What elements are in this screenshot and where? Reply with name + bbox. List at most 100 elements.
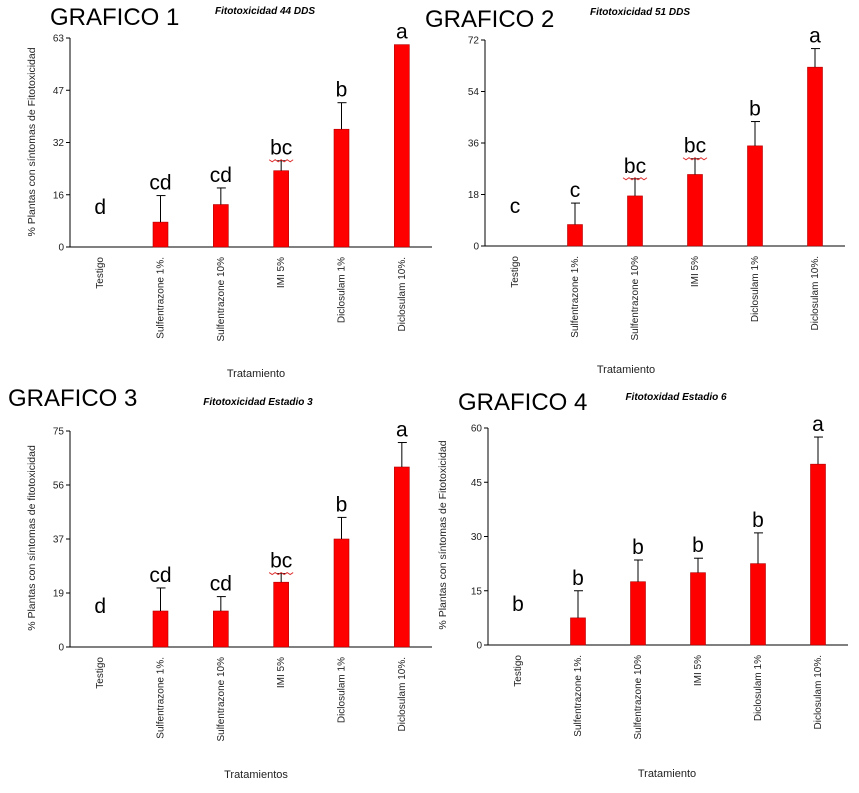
y-tick-label: 60 xyxy=(471,424,483,435)
bar xyxy=(690,572,706,646)
significance-letter: c xyxy=(510,195,521,218)
bar xyxy=(394,466,410,648)
bar xyxy=(333,128,350,248)
category-label: Sulfentrazone 1%. xyxy=(156,657,167,739)
bar xyxy=(687,174,703,247)
chart-title: Fitotoxidad Estadio 6 xyxy=(625,392,727,403)
category-label: Testigo xyxy=(513,655,524,687)
y-axis-label: % Plantas con síntomas de fitotoxicidad xyxy=(26,445,38,631)
category-label: Diclosulam 1% xyxy=(337,657,348,723)
panel-label: GRAFICO 2 xyxy=(425,6,554,33)
significance-letter: d xyxy=(94,595,106,618)
category-label: Diclosulam 10%. xyxy=(397,257,408,331)
bar xyxy=(747,145,763,247)
bar xyxy=(213,204,229,248)
y-tick-label: 16 xyxy=(53,190,65,201)
category-label: Testigo xyxy=(95,257,106,289)
category-label: Sulfentrazone 1%. xyxy=(156,257,167,339)
y-tick-label: 75 xyxy=(53,427,65,438)
y-tick-label: 72 xyxy=(468,36,480,47)
category-label: Diclosulam 1% xyxy=(337,257,348,323)
x-axis-label: Tratamientos xyxy=(224,769,288,781)
panel-label: GRAFICO 3 xyxy=(8,385,137,412)
y-tick-label: 19 xyxy=(53,589,65,600)
significance-letter: a xyxy=(809,25,821,48)
category-label: Diclosulam 1% xyxy=(750,256,761,322)
panel-label: GRAFICO 1 xyxy=(50,4,179,31)
y-tick-label: 63 xyxy=(53,34,65,45)
bar xyxy=(333,538,350,648)
significance-letter: a xyxy=(812,413,824,436)
bar xyxy=(394,44,410,248)
y-axis-label: % Plantas con síntomas de Fitotoxicidad xyxy=(26,47,38,236)
chart-title: Fitotoxicidad Estadio 3 xyxy=(203,397,313,408)
significance-letter: bc xyxy=(270,550,292,573)
y-tick-label: 18 xyxy=(468,190,480,201)
bar xyxy=(627,195,643,247)
category-label: Sulfentrazone 10% xyxy=(216,657,227,742)
chart-panel-2: GRAFICO 2 Fitotoxicidad 51 DDS 0 18 36 54 72 Tr… xyxy=(425,6,845,376)
significance-letter: b xyxy=(336,493,348,516)
significance-letter: d xyxy=(94,196,106,219)
category-label: Diclosulam 10%. xyxy=(813,655,824,729)
significance-letter: b xyxy=(752,509,764,532)
spellcheck-underline xyxy=(268,159,294,163)
y-tick-label: 56 xyxy=(53,481,65,492)
bar xyxy=(750,563,766,646)
bar xyxy=(567,224,583,247)
panel-label: GRAFICO 4 xyxy=(458,389,587,416)
chart-panel-3: GRAFICO 3 Fitotoxicidad Estadio 3 0 19 37 56 7… xyxy=(8,385,432,781)
significance-letter: cd xyxy=(149,172,171,195)
category-label: Sulfentrazone 10% xyxy=(630,256,641,341)
significance-letter: cd xyxy=(210,573,232,596)
y-tick-label: 45 xyxy=(471,478,483,489)
category-label: IMI 5% xyxy=(693,655,704,686)
y-axis-label: % Plantas con síntomas de Fitotoxicidad xyxy=(437,440,449,629)
significance-letter: c xyxy=(570,179,581,202)
bar xyxy=(213,610,229,648)
category-label: IMI 5% xyxy=(276,257,287,288)
category-label: Sulfentrazone 1%. xyxy=(570,256,581,338)
significance-letter: bc xyxy=(684,135,706,158)
category-label: Testigo xyxy=(95,657,106,689)
significance-letter: b xyxy=(336,79,348,102)
x-axis-label: Tratamiento xyxy=(227,368,285,380)
chart-panel-4: GRAFICO 4 Fitotoxidad Estadio 6 0 15 30 45 60%… xyxy=(437,389,848,780)
category-label: Testigo xyxy=(510,256,521,288)
significance-letter: cd xyxy=(149,564,171,587)
bar xyxy=(570,617,586,646)
category-label: IMI 5% xyxy=(276,657,287,688)
bar xyxy=(807,66,823,247)
y-tick-label: 37 xyxy=(53,535,65,546)
chart-title: Fitotoxicidad 44 DDS xyxy=(215,6,315,17)
y-tick-label: 36 xyxy=(468,139,480,150)
x-axis-label: Tratamiento xyxy=(638,768,696,780)
significance-letter: b xyxy=(572,567,584,590)
x-axis-label: Tratamiento xyxy=(597,364,655,376)
category-label: Diclosulam 10%. xyxy=(397,657,408,731)
y-tick-label: 0 xyxy=(58,643,64,654)
category-label: Sulfentrazone 10% xyxy=(633,655,644,740)
bar xyxy=(152,610,169,648)
y-tick-label: 54 xyxy=(468,87,480,98)
bar xyxy=(630,581,646,646)
significance-letter: b xyxy=(632,536,644,559)
y-tick-label: 32 xyxy=(53,138,65,149)
spellcheck-underline xyxy=(268,571,294,576)
category-label: IMI 5% xyxy=(690,256,701,287)
y-tick-label: 0 xyxy=(476,641,482,652)
significance-letter: b xyxy=(692,534,704,557)
y-tick-label: 47 xyxy=(53,86,65,97)
significance-letter: a xyxy=(396,21,408,44)
significance-letter: b xyxy=(512,593,524,616)
category-label: Diclosulam 1% xyxy=(753,655,764,721)
significance-letter: bc xyxy=(624,155,646,178)
bar xyxy=(810,463,826,646)
y-tick-label: 0 xyxy=(473,242,479,253)
category-label: Diclosulam 10%. xyxy=(810,256,821,330)
y-tick-label: 15 xyxy=(471,586,483,597)
category-label: Sulfentrazone 10% xyxy=(216,257,227,342)
significance-letter: cd xyxy=(210,164,232,187)
y-tick-label: 0 xyxy=(58,243,64,254)
